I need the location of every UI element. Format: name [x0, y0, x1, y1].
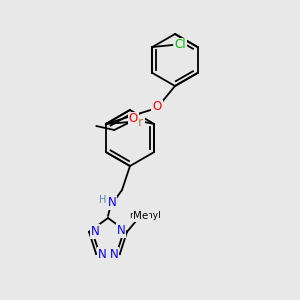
Text: O: O: [152, 100, 162, 113]
Text: O: O: [129, 112, 138, 125]
Text: N: N: [110, 248, 118, 261]
Text: methyl: methyl: [129, 211, 161, 220]
Text: N: N: [117, 224, 125, 237]
Text: N: N: [91, 225, 99, 238]
Text: Me: Me: [134, 211, 148, 221]
Text: N: N: [98, 248, 106, 261]
Text: N: N: [108, 196, 116, 209]
Text: H: H: [99, 195, 107, 205]
Text: Br: Br: [131, 116, 144, 128]
Text: Cl: Cl: [175, 38, 186, 52]
